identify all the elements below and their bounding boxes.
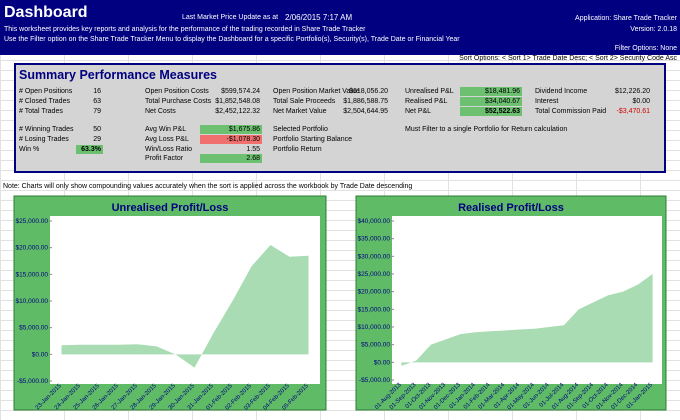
- application: Application: Share Trade Tracker: [575, 15, 677, 22]
- metric-label: Portfolio Starting Balance: [273, 136, 352, 143]
- summary-panel: Summary Performance Measures # Open Posi…: [14, 63, 666, 173]
- metric-value: $2,452,122.32: [215, 108, 260, 115]
- metric-label: Portfolio Return: [273, 146, 322, 153]
- filter-options: Filter Options: None: [614, 45, 677, 52]
- calc-note: Must Filter to a single Portfolio for Re…: [405, 126, 568, 133]
- metric-value: $2,504,644.95: [343, 108, 388, 115]
- y-tick-label: $20,000.00: [357, 289, 390, 296]
- metric-value: $12,226.20: [614, 88, 650, 95]
- y-tick-label: $30,000.00: [357, 253, 390, 260]
- y-tick-label: $40,000.00: [357, 218, 390, 225]
- metric-label: # Losing Trades: [19, 136, 69, 143]
- chart-title: Realised Profit/Loss: [458, 202, 564, 214]
- metric-label: Avg Win P&L: [145, 126, 187, 133]
- metric-label: Total Purchase Costs: [145, 98, 212, 105]
- y-tick-label: $25,000.00: [15, 218, 48, 225]
- update-time: 2/06/2015 7:17 AM: [285, 13, 353, 22]
- metric-label: Total Commission Paid: [535, 108, 607, 115]
- y-tick-label: $20,000.00: [15, 245, 48, 252]
- metric-label: Open Position Market Value: [273, 88, 360, 95]
- update-label: Last Market Price Update as at: [182, 14, 279, 21]
- y-tick-label: $0.00: [32, 351, 49, 358]
- y-tick-label: $25,000.00: [357, 271, 390, 278]
- metric-value: 29: [93, 136, 101, 143]
- metric-value: $1,886,588.75: [343, 98, 388, 105]
- version: Version: 2.0.18: [630, 26, 677, 33]
- metric-label: Open Position Costs: [145, 88, 209, 95]
- metric-value: $599,574.24: [221, 88, 260, 95]
- metric-value: 1.55: [246, 146, 260, 153]
- y-tick-label: $10,000.00: [357, 324, 390, 331]
- metric-value: -$1,078.30: [200, 135, 262, 144]
- metric-value: $1,675.86: [200, 125, 262, 134]
- description: Use the Filter option on the Share Trade…: [4, 36, 460, 43]
- metric-label: Net Costs: [145, 108, 176, 115]
- metric-value: $18,481.96: [460, 87, 522, 96]
- y-tick-label: $0.00: [374, 359, 391, 366]
- metric-label: Interest: [535, 98, 559, 105]
- metric-value: -$3,470.61: [616, 108, 650, 115]
- metric-label: # Open Positions: [19, 88, 73, 95]
- metric-value: $34,040.67: [460, 97, 522, 106]
- y-tick-label: -$5,000.00: [17, 378, 48, 385]
- metric-value: 79: [93, 108, 101, 115]
- metric-label: Selected Portfolio: [273, 126, 328, 133]
- metric-value: 50: [93, 126, 101, 133]
- metric-label: Net Market Value: [273, 108, 327, 115]
- metric-label: Net P&L: [405, 108, 432, 115]
- area: [61, 245, 309, 368]
- description: This worksheet provides key reports and …: [4, 26, 366, 33]
- page-title: Dashboard: [4, 4, 88, 21]
- chart-title: Unrealised Profit/Loss: [112, 202, 229, 214]
- metric-value: 63.3%: [76, 145, 103, 154]
- y-tick-label: -$5,000.00: [359, 377, 390, 384]
- metric-label: Avg Loss P&L: [145, 136, 189, 143]
- metric-label: # Winning Trades: [19, 126, 74, 133]
- metric-label: Total Sale Proceeds: [273, 98, 336, 105]
- metric-value: 63: [93, 98, 101, 105]
- y-tick-label: $15,000.00: [357, 306, 390, 313]
- metric-value: 16: [93, 88, 101, 95]
- y-tick-label: $5,000.00: [361, 342, 390, 349]
- metric-value: $1,852,548.08: [215, 98, 260, 105]
- y-tick-label: $10,000.00: [15, 298, 48, 305]
- header-band: Dashboard Last Market Price Update as at…: [0, 0, 680, 55]
- metric-value: $52,522.63: [460, 107, 522, 116]
- metric-value: $618,056.20: [349, 88, 388, 95]
- metric-label: Unrealised P&L: [405, 88, 454, 95]
- area: [401, 274, 653, 366]
- metric-label: Realised P&L: [405, 98, 448, 105]
- metric-label: # Total Trades: [19, 108, 63, 115]
- chart-note: Note: Charts will only show compounding …: [3, 183, 413, 190]
- y-tick-label: $35,000.00: [357, 236, 390, 243]
- metric-label: Profit Factor: [145, 155, 184, 162]
- y-tick-label: $15,000.00: [15, 271, 48, 278]
- metric-label: Win %: [19, 146, 40, 153]
- y-tick-label: $5,000.00: [19, 325, 48, 332]
- metric-label: Win/Loss Ratio: [145, 146, 193, 153]
- metric-value: 2.68: [200, 154, 262, 163]
- metric-label: Dividend Income: [535, 88, 588, 95]
- metric-label: # Closed Trades: [19, 98, 70, 105]
- metric-value: $0.00: [632, 98, 650, 105]
- sort-options: Sort Options: < Sort 1> Trade Date Desc;…: [459, 55, 677, 62]
- summary-title: Summary Performance Measures: [19, 68, 218, 82]
